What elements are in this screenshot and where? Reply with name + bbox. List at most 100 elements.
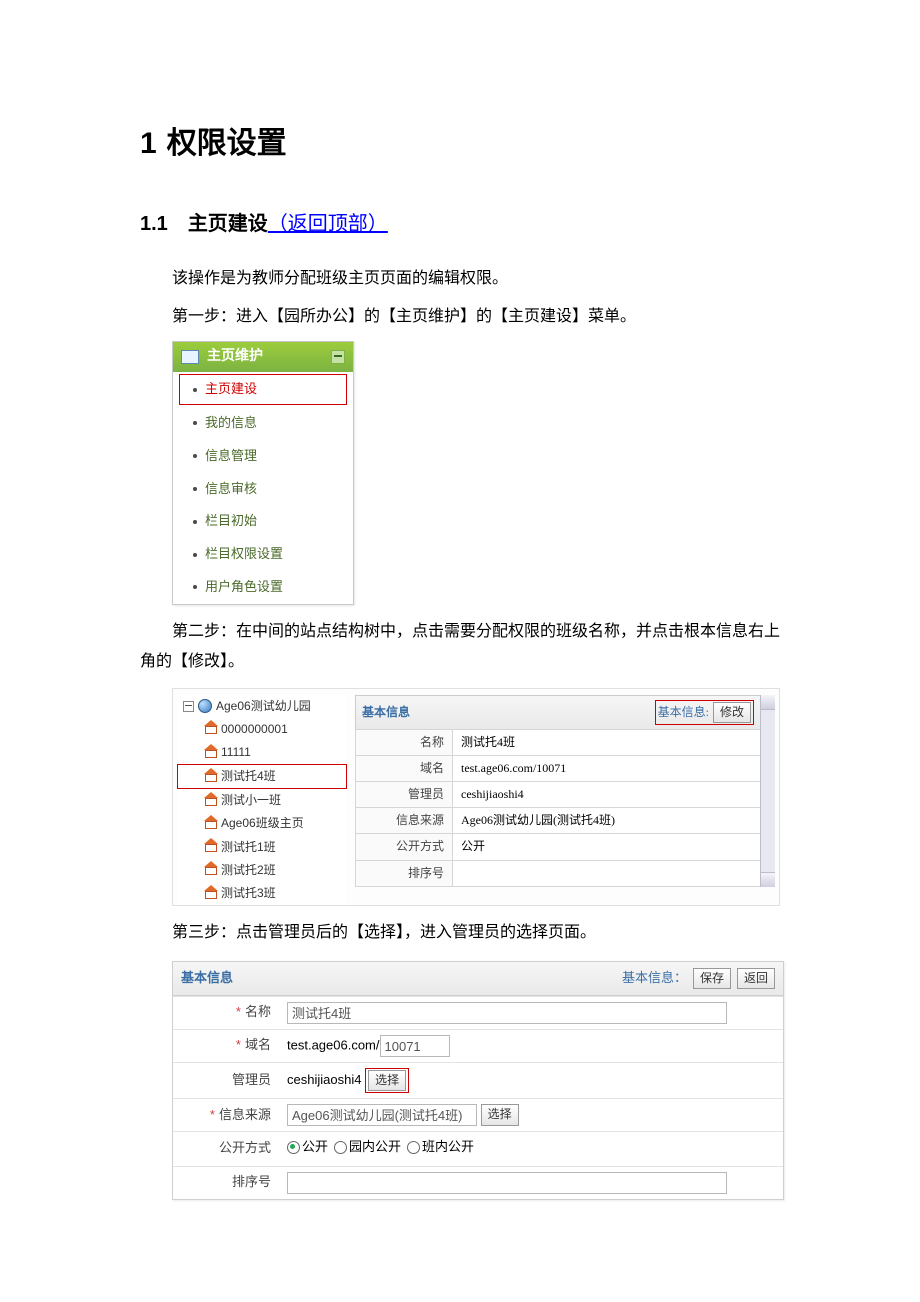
edit-form-screenshot: 基本信息 基本信息： 保存 返回 *名称 测试托4班 *域名 test.age0…	[172, 961, 784, 1200]
info-header: 基本信息 基本信息: 修改	[355, 695, 761, 729]
row-admin: 管理员 ceshijiaoshi4 选择	[173, 1062, 783, 1098]
info-label: 排序号	[356, 860, 453, 886]
info-row: 管理员ceshijiaoshi4	[356, 782, 761, 808]
info-label: 名称	[356, 729, 453, 755]
home-icon	[205, 724, 217, 734]
menu-title: 主页维护	[207, 346, 323, 368]
step3-paragraph: 第三步：点击管理员后的【选择】，进入管理员的选择页面。	[140, 918, 780, 948]
calendar-icon	[181, 350, 199, 364]
tree-node-label: 测试托2班	[221, 861, 276, 880]
info-value: Age06测试幼儿园(测试托4班)	[453, 808, 761, 834]
radio-option[interactable]: 园内公开	[334, 1137, 401, 1158]
home-icon	[205, 796, 217, 806]
radio-label: 公开	[302, 1137, 328, 1158]
info-value: ceshijiaoshi4	[453, 782, 761, 808]
tree-node[interactable]: 测试托2班	[177, 859, 347, 882]
info-header-actions: 基本信息: 修改	[655, 700, 754, 725]
tree-node-label: 测试托3班	[221, 884, 276, 903]
info-row: 名称测试托4班	[356, 729, 761, 755]
tree-root-label: Age06测试幼儿园	[216, 697, 311, 716]
back-to-top-link[interactable]: （返回顶部）	[268, 213, 388, 235]
name-input[interactable]: 测试托4班	[287, 1002, 727, 1024]
tree-node[interactable]: 测试托4班	[177, 764, 347, 789]
tree-node[interactable]: 11111	[177, 741, 347, 764]
tree-node[interactable]: Age06班级主页	[177, 812, 347, 835]
home-icon	[205, 772, 217, 782]
edit-form-right-label: 基本信息：	[622, 968, 687, 989]
domain-prefix: test.age06.com/	[287, 1037, 380, 1052]
row-domain: *域名 test.age06.com/10071	[173, 1029, 783, 1062]
back-button[interactable]: 返回	[737, 968, 775, 989]
modify-button[interactable]: 修改	[713, 702, 751, 723]
basic-info-panel: 基本信息 基本信息: 修改 名称测试托4班域名test.age06.com/10…	[355, 695, 775, 887]
info-title: 基本信息	[362, 703, 410, 722]
radio-option[interactable]: 班内公开	[407, 1137, 474, 1158]
tree-node-label: Age06班级主页	[221, 814, 304, 833]
tree-node-label: 测试小一班	[221, 791, 281, 810]
tree-node[interactable]: 0000000001	[177, 718, 347, 741]
info-label: 信息来源	[356, 808, 453, 834]
admin-select-highlight: 选择	[365, 1068, 409, 1093]
tree-node-label: 11111	[221, 743, 251, 762]
home-icon	[205, 865, 217, 875]
intro-paragraph: 该操作是为教师分配班级主页页面的编辑权限。	[140, 264, 780, 294]
tree-root-row[interactable]: Age06测试幼儿园	[177, 695, 347, 718]
collapse-icon[interactable]	[331, 350, 345, 364]
edit-form-title: 基本信息	[181, 968, 233, 989]
tree-toggle-icon[interactable]	[183, 701, 194, 712]
info-label: 管理员	[356, 782, 453, 808]
menu-item[interactable]: 栏目初始	[173, 505, 353, 538]
radio-icon	[287, 1141, 300, 1154]
document-page: 1权限设置 1.1主页建设（返回顶部） 该操作是为教师分配班级主页页面的编辑权限…	[0, 0, 920, 1280]
menu-item-label: 信息管理	[205, 446, 257, 467]
globe-icon	[198, 699, 212, 713]
radio-icon	[407, 1141, 420, 1154]
info-value: test.age06.com/10071	[453, 755, 761, 781]
step1-paragraph: 第一步：进入【园所办公】的【主页维护】的【主页建设】菜单。	[140, 302, 780, 332]
menu-item[interactable]: 信息管理	[173, 440, 353, 473]
heading-1-text: 权限设置	[167, 127, 287, 160]
info-value: 公开	[453, 834, 761, 860]
source-input[interactable]: Age06测试幼儿园(测试托4班)	[287, 1104, 477, 1126]
home-icon	[205, 842, 217, 852]
heading-1: 1 权限设置	[140, 120, 780, 168]
edit-form-actions: 基本信息： 保存 返回	[622, 968, 775, 989]
admin-select-button[interactable]: 选择	[368, 1070, 406, 1091]
save-button[interactable]: 保存	[693, 968, 731, 989]
menu-item[interactable]: 信息审核	[173, 473, 353, 506]
heading-1-number: 1	[140, 127, 157, 160]
row-order: 排序号	[173, 1166, 783, 1199]
tree-info-screenshot: Age06测试幼儿园 0000000001 11111 测试托4班测试小一班 Age0…	[172, 688, 780, 907]
source-select-button[interactable]: 选择	[481, 1104, 519, 1125]
heading-1-1: 1.1 主页建设（返回顶部）	[140, 208, 780, 240]
menu-item[interactable]: 栏目权限设置	[173, 538, 353, 571]
menu-item-label: 栏目初始	[205, 511, 257, 532]
bullet-icon	[193, 421, 197, 425]
info-label: 公开方式	[356, 834, 453, 860]
vertical-scrollbar[interactable]	[760, 695, 775, 887]
tree-node[interactable]: 测试托3班	[177, 882, 347, 905]
heading-1-1-text: 主页建设	[188, 213, 268, 235]
menu-item[interactable]: 主页建设	[179, 374, 347, 405]
menu-header: 主页维护	[173, 342, 353, 372]
info-value	[453, 860, 761, 886]
row-publish: 公开方式 公开园内公开班内公开	[173, 1131, 783, 1166]
info-label: 域名	[356, 755, 453, 781]
menu-item-label: 栏目权限设置	[205, 544, 283, 565]
tree-node[interactable]: 测试托1班	[177, 836, 347, 859]
info-row: 信息来源Age06测试幼儿园(测试托4班)	[356, 808, 761, 834]
site-tree: Age06测试幼儿园 0000000001 11111 测试托4班测试小一班 Age0…	[177, 695, 347, 906]
domain-input[interactable]: 10071	[380, 1035, 450, 1057]
menu-item[interactable]: 用户角色设置	[173, 571, 353, 604]
info-table: 名称测试托4班域名test.age06.com/10071管理员ceshijia…	[355, 729, 761, 887]
bullet-icon	[193, 553, 197, 557]
menu-item[interactable]: 我的信息	[173, 407, 353, 440]
order-input[interactable]	[287, 1172, 727, 1194]
publish-options: 公开园内公开班内公开	[279, 1131, 783, 1166]
home-icon	[205, 889, 217, 899]
radio-option[interactable]: 公开	[287, 1137, 328, 1158]
info-row: 公开方式公开	[356, 834, 761, 860]
tree-node[interactable]: 测试小一班	[177, 789, 347, 812]
step2-paragraph: 第二步：在中间的站点结构树中，点击需要分配权限的班级名称，并点击根本信息右上角的…	[140, 617, 780, 678]
heading-1-1-number: 1.1	[140, 213, 168, 235]
